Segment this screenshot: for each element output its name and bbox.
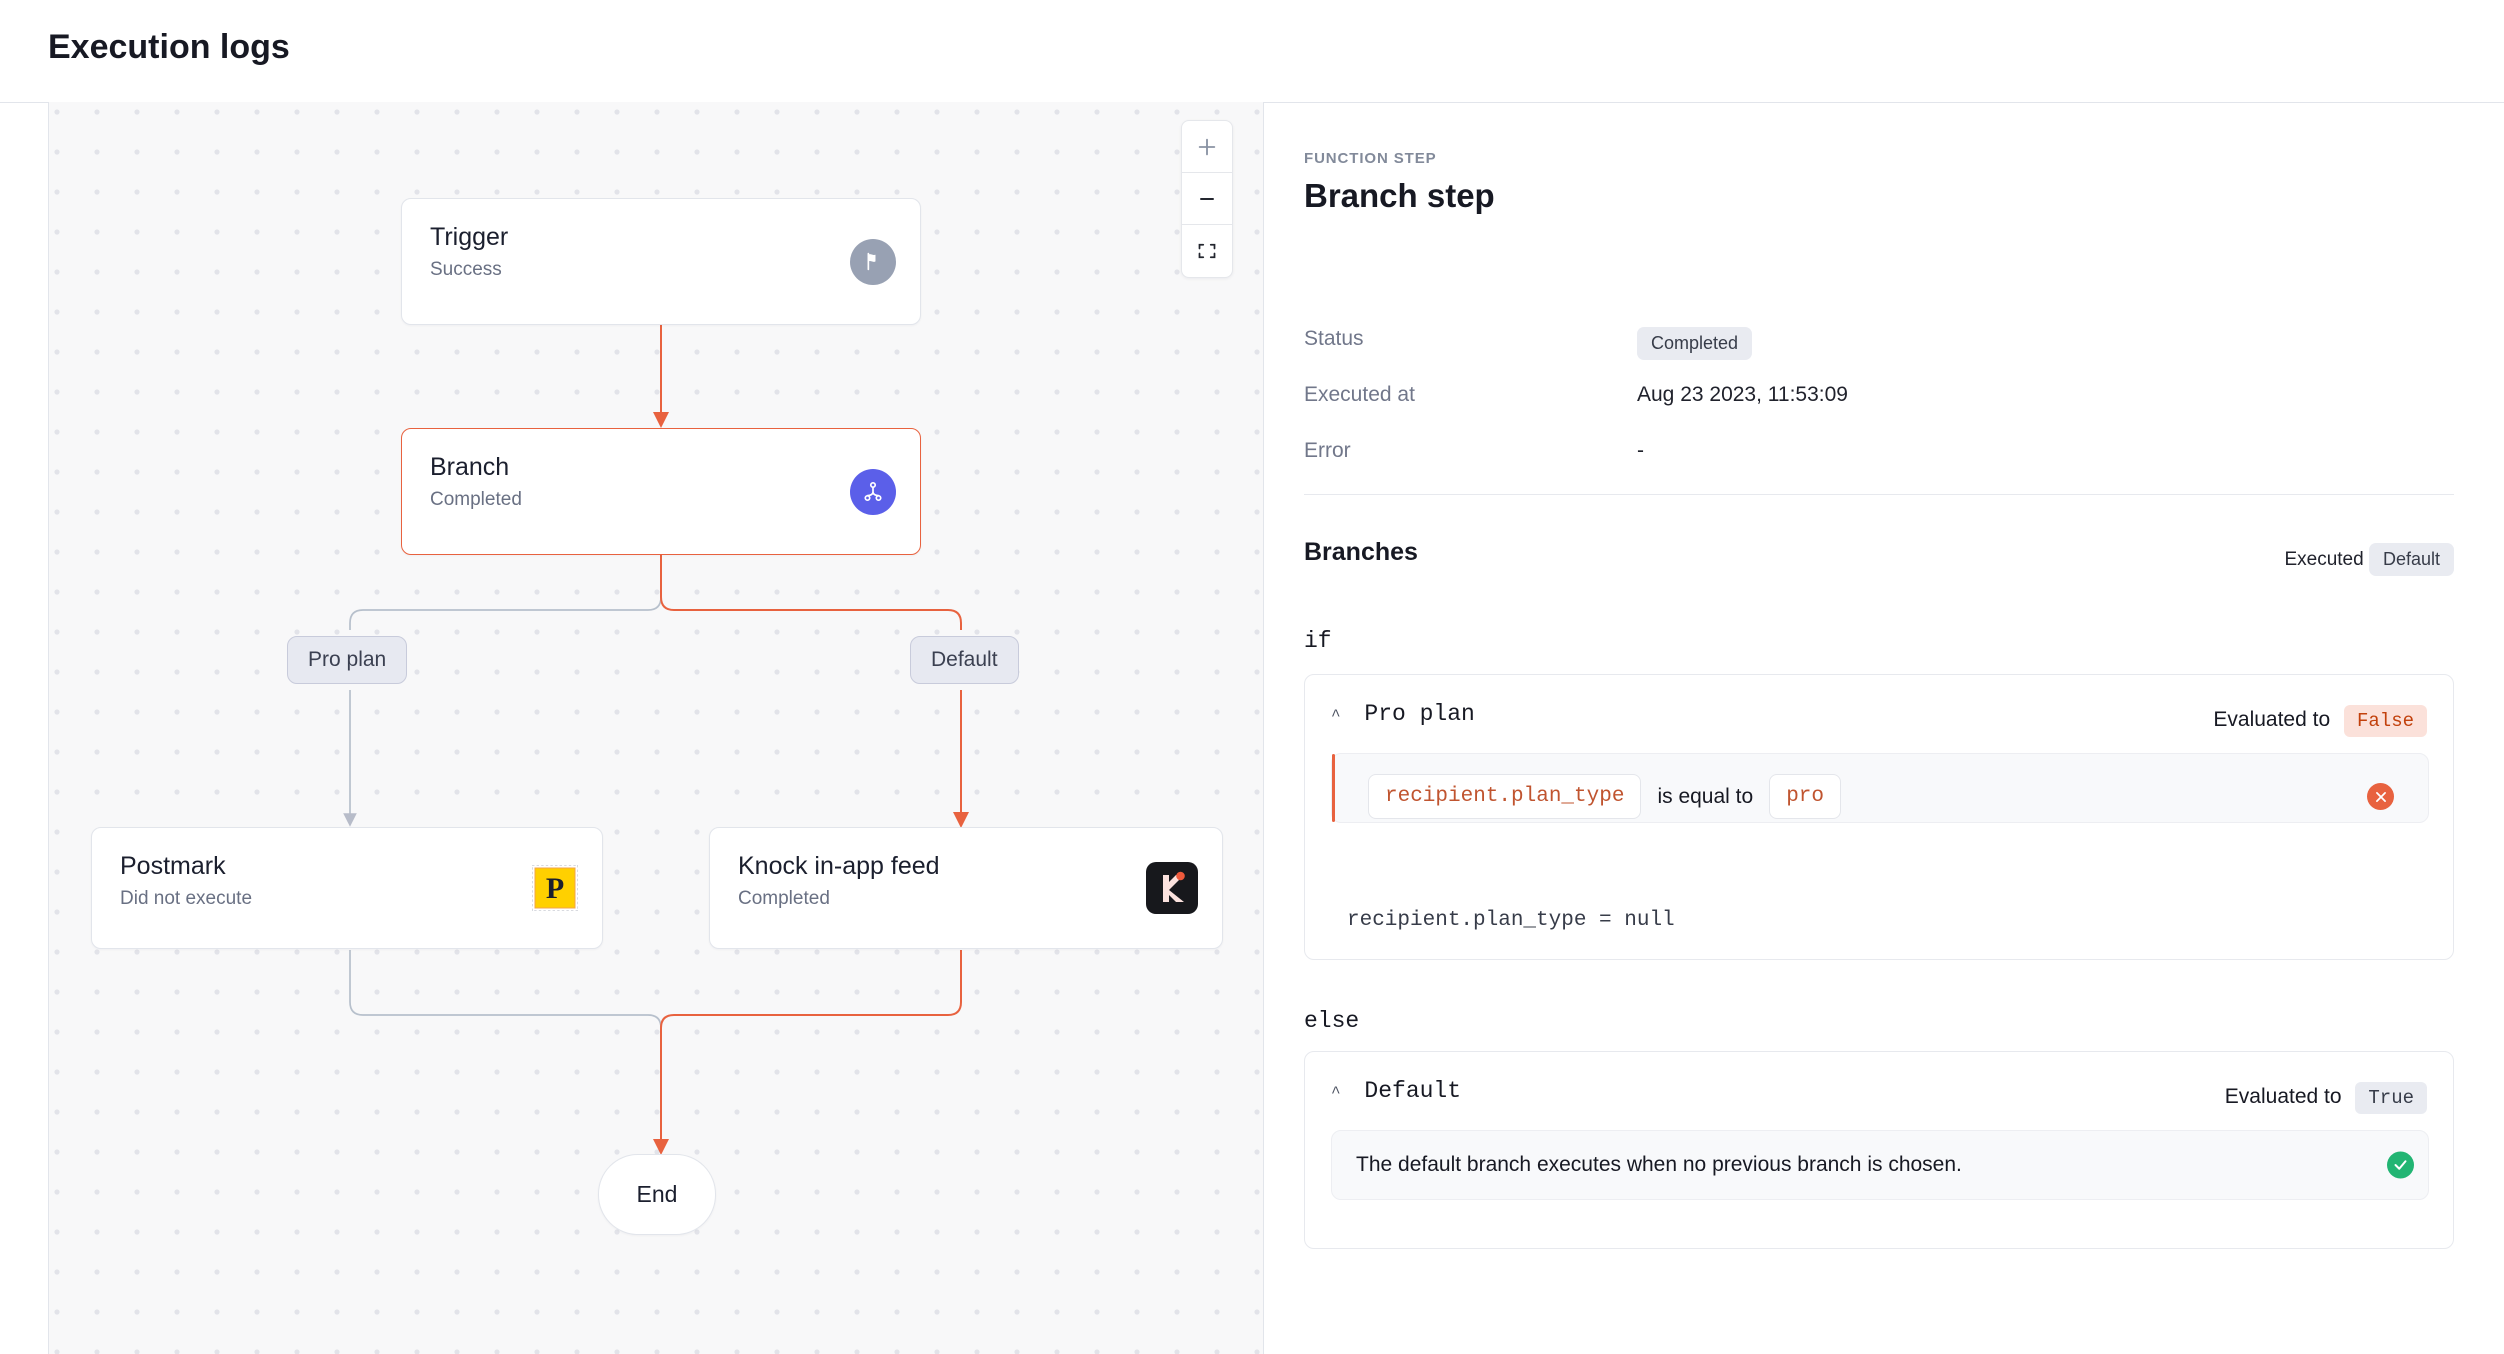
svg-text:P: P <box>546 872 564 905</box>
